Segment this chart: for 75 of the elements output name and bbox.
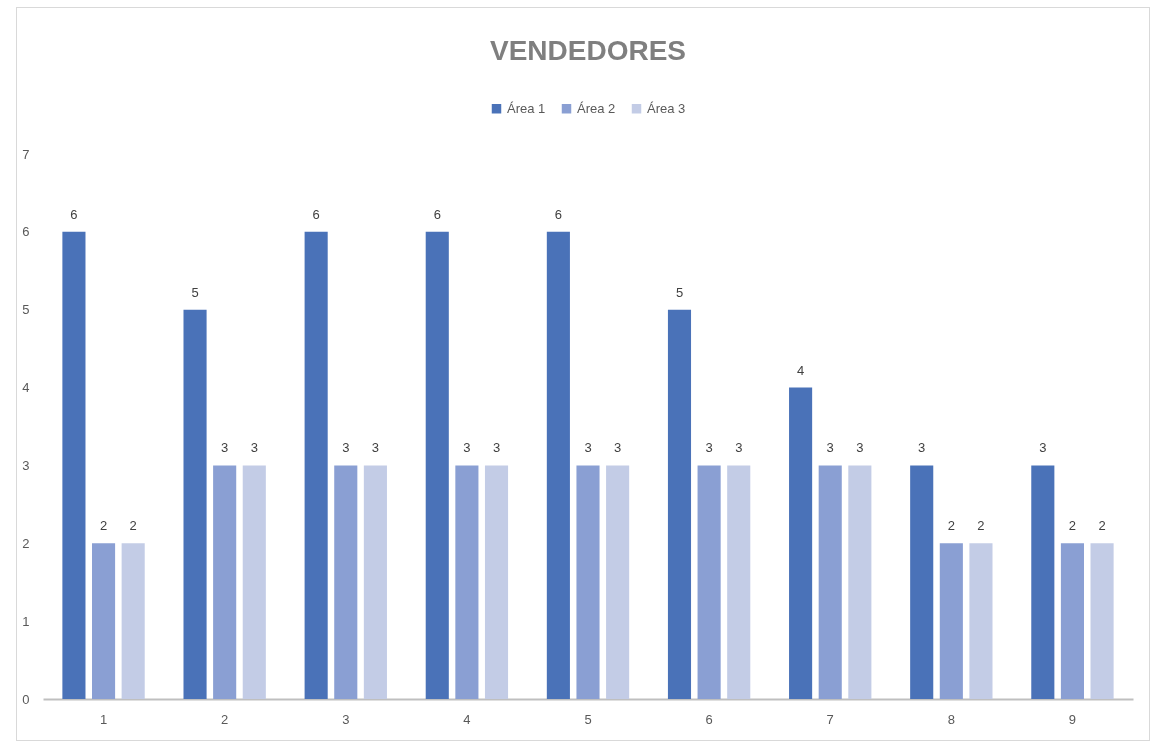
legend-label: Área 2 — [577, 100, 616, 116]
bar — [425, 231, 449, 699]
data-label: 3 — [918, 440, 926, 456]
x-tick-label: 7 — [826, 711, 834, 727]
bar — [910, 465, 934, 699]
bar — [1060, 543, 1084, 699]
bar — [213, 465, 237, 699]
legend-label: Área 1 — [507, 100, 546, 116]
bar — [606, 465, 630, 699]
bar — [789, 387, 813, 699]
x-tick-label: 2 — [221, 711, 229, 727]
data-label: 3 — [584, 440, 592, 456]
chart-title: VENDEDORES — [489, 35, 687, 66]
data-label: 6 — [554, 206, 562, 222]
data-label: 3 — [735, 440, 743, 456]
bar — [304, 231, 328, 699]
bar — [183, 309, 207, 699]
bar — [727, 465, 751, 699]
data-label: 3 — [826, 440, 834, 456]
data-label: 3 — [856, 440, 864, 456]
bar — [455, 465, 479, 699]
bar — [1090, 543, 1114, 699]
data-label: 3 — [705, 440, 713, 456]
bar — [546, 231, 570, 699]
bar — [484, 465, 509, 699]
x-tick-label: 9 — [1068, 711, 1077, 727]
x-tick-label: 6 — [705, 711, 713, 727]
x-tick-label: 8 — [947, 711, 955, 727]
bar — [242, 465, 266, 699]
bar — [939, 543, 963, 699]
data-label: 2 — [129, 518, 137, 534]
data-label: 2 — [1098, 518, 1106, 534]
bar — [969, 543, 993, 699]
bar — [62, 231, 86, 699]
data-label: 6 — [312, 206, 320, 222]
x-tick-label: 5 — [584, 711, 592, 727]
data-label: 5 — [675, 284, 684, 300]
data-label: 3 — [1039, 440, 1047, 456]
y-tick-label: 5 — [22, 302, 30, 318]
bar — [697, 465, 721, 699]
x-tick-label: 4 — [463, 711, 471, 727]
data-label: 3 — [371, 440, 380, 456]
data-label: 2 — [1068, 518, 1077, 534]
x-tick-label: 1 — [99, 711, 108, 727]
data-label: 6 — [433, 206, 441, 222]
y-tick-label: 1 — [22, 613, 30, 629]
data-label: 4 — [796, 362, 805, 378]
data-label: 2 — [947, 518, 955, 534]
data-label: 3 — [492, 440, 501, 456]
data-label: 3 — [342, 440, 350, 456]
bar — [1031, 465, 1055, 699]
bar — [848, 465, 872, 699]
bar — [92, 543, 116, 699]
y-tick-label: 2 — [22, 535, 30, 551]
legend-label: Área 3 — [647, 100, 686, 116]
data-label: 2 — [99, 518, 108, 534]
bar — [121, 543, 145, 699]
data-label: 5 — [191, 284, 199, 300]
data-label: 3 — [614, 440, 622, 456]
y-tick-label: 0 — [22, 691, 30, 707]
bar — [667, 309, 692, 699]
y-tick-label: 4 — [22, 380, 30, 396]
data-label: 3 — [250, 440, 258, 456]
bar — [334, 465, 358, 699]
bar — [576, 465, 600, 699]
data-label: 3 — [221, 440, 229, 456]
data-label: 3 — [463, 440, 471, 456]
y-tick-label: 3 — [22, 457, 30, 473]
y-tick-label: 6 — [22, 224, 30, 240]
x-tick-label: 3 — [342, 711, 350, 727]
y-tick-label: 7 — [22, 146, 30, 162]
data-label: 2 — [977, 518, 985, 534]
bar — [363, 465, 387, 699]
data-label: 6 — [70, 206, 78, 222]
bar — [818, 465, 842, 699]
